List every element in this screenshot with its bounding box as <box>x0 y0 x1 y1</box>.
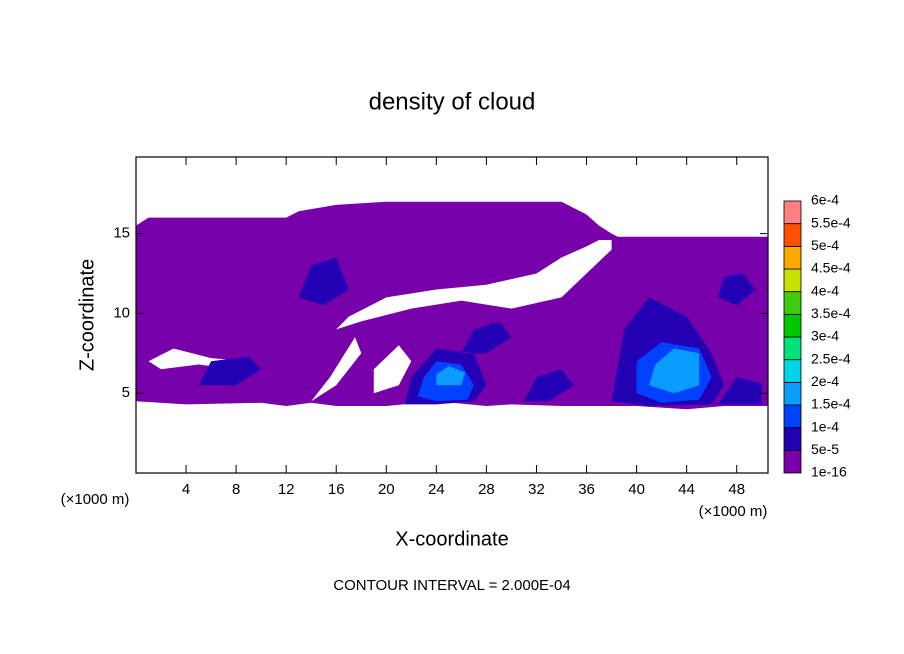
colorbar-label: 4e-4 <box>811 282 839 298</box>
colorbar-label: 2e-4 <box>811 373 839 389</box>
colorbar-label: 3e-4 <box>811 328 839 344</box>
field <box>136 201 768 410</box>
colorbar-box <box>783 200 802 225</box>
colorbar-label: 1.5e-4 <box>811 396 851 412</box>
colorbar-label: 1e-4 <box>811 418 839 434</box>
x-axis-label: X-coordinate <box>395 528 508 550</box>
contour-region <box>198 257 762 406</box>
annotation: CONTOUR INTERVAL = 2.000E-04 <box>333 577 570 594</box>
x-tick-label: 36 <box>578 481 595 498</box>
colorbar-box <box>783 404 802 429</box>
x-tick-label: 12 <box>278 481 295 498</box>
colorbar-label: 6e-4 <box>811 192 839 208</box>
x-tick-label: 48 <box>728 481 745 498</box>
x-tick-label: 8 <box>232 481 240 498</box>
colorbar-box <box>783 245 802 270</box>
colorbar-box <box>783 291 802 315</box>
x-tick-label: 28 <box>478 481 495 498</box>
colorbar-box <box>783 427 802 451</box>
x-tick-label: 24 <box>428 481 445 498</box>
y-tick-label: 5 <box>122 384 130 401</box>
colorbar-label: 2.5e-4 <box>811 350 851 366</box>
contour-region <box>436 348 700 394</box>
colorbar-box <box>783 449 802 474</box>
colorbar-label: 5.5e-4 <box>811 214 851 230</box>
colorbar-label: 4.5e-4 <box>811 260 851 276</box>
colorbar-label: 5e-5 <box>811 441 839 457</box>
plot-frame <box>135 156 769 474</box>
x-tick-label: 32 <box>528 481 545 498</box>
contour-region <box>417 342 712 403</box>
x-tick-label: 20 <box>378 481 395 498</box>
x-unit-label: (×1000 m) <box>699 503 768 520</box>
y-tick-label: 15 <box>113 225 130 242</box>
y-unit-label: (×1000 m) <box>61 491 130 508</box>
y-tick-label: 10 <box>113 304 130 321</box>
colorbar-label: 1e-16 <box>811 464 847 480</box>
colorbar-label: 3.5e-4 <box>811 305 851 321</box>
x-tick-label: 40 <box>628 481 645 498</box>
x-tick-label: 16 <box>328 481 345 498</box>
y-axis-label: Z-coordinate <box>76 259 98 371</box>
x-tick-label: 44 <box>678 481 695 498</box>
colorbar-box <box>783 313 802 338</box>
colorbar-box <box>783 336 802 361</box>
colorbar-box <box>783 223 802 247</box>
colorbar-label: 5e-4 <box>811 237 839 253</box>
x-tick-label: 4 <box>182 481 190 498</box>
chart-title: density of cloud <box>369 88 536 115</box>
colorbar-box <box>783 359 802 383</box>
colorbar-box <box>783 381 802 406</box>
colorbar-box <box>783 268 802 293</box>
contour-region <box>136 201 768 410</box>
